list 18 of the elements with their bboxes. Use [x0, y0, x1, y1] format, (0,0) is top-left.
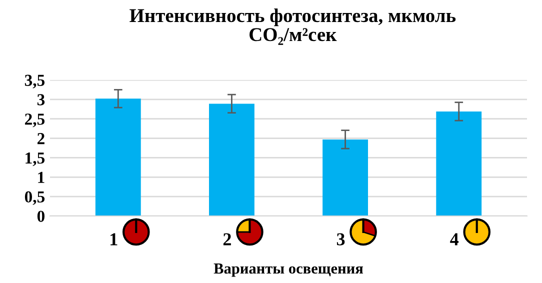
y-tick-label: 2 [38, 133, 44, 144]
bar [209, 104, 254, 216]
y-tick-label: 1,5 [26, 152, 45, 166]
y-tick-label: 2,5 [25, 114, 45, 128]
bar [322, 139, 368, 216]
x-tick-label: 1 [110, 233, 118, 246]
x-tick-label: 4 [450, 233, 459, 246]
chart-title: Интенсивность фотосинтеза, мкмоль CO₂/м²сек [130, 8, 456, 45]
x-tick-label: 2 [223, 233, 231, 246]
y-tick-label: 1 [38, 172, 44, 183]
x-axis-title: Варианты освещения [214, 264, 364, 277]
bar [95, 98, 141, 216]
x-tick-label: 3 [336, 233, 345, 246]
y-tick-label: 3 [37, 94, 45, 106]
y-tick-label: 3,5 [24, 74, 45, 88]
bar [436, 111, 482, 216]
y-tick-label: 0,5 [24, 191, 45, 205]
y-tick-label: 0 [37, 210, 45, 222]
